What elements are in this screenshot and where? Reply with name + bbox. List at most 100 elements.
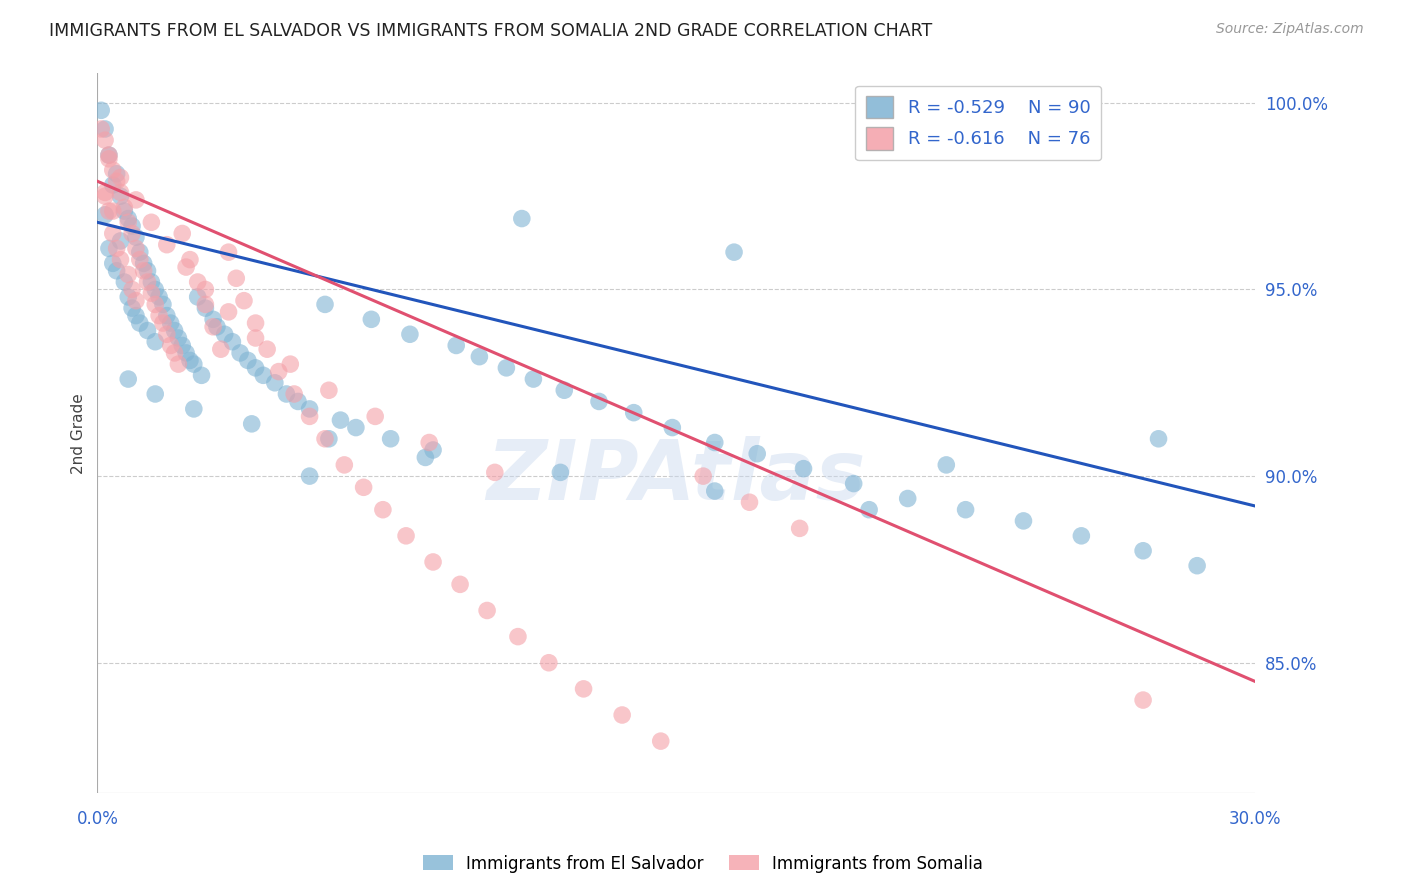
Point [278, 357, 301, 371]
Point [97, 148, 120, 162]
Point [553, 384, 575, 398]
Point [380, 432, 402, 446]
Point [935, 458, 957, 472]
Point [101, 163, 124, 178]
Point [105, 264, 128, 278]
Point [360, 312, 382, 326]
Point [1132, 543, 1154, 558]
Point [156, 327, 179, 342]
Point [143, 283, 166, 297]
Point [101, 256, 124, 270]
Point [256, 342, 278, 356]
Point [97, 241, 120, 255]
Point [112, 200, 135, 214]
Point [214, 327, 236, 342]
Point [97, 152, 120, 166]
Point [174, 260, 197, 274]
Point [233, 293, 256, 308]
Point [650, 734, 672, 748]
Point [110, 189, 132, 203]
Point [183, 401, 205, 416]
Point [298, 469, 321, 483]
Point [415, 450, 437, 465]
Point [371, 502, 394, 516]
Point [105, 241, 128, 255]
Point [194, 297, 217, 311]
Point [858, 502, 880, 516]
Point [156, 309, 179, 323]
Point [333, 458, 356, 472]
Point [484, 466, 506, 480]
Point [329, 413, 352, 427]
Point [245, 316, 267, 330]
Point [418, 435, 440, 450]
Point [163, 324, 186, 338]
Point [314, 432, 336, 446]
Point [245, 360, 267, 375]
Point [172, 338, 194, 352]
Point [1070, 529, 1092, 543]
Point [475, 603, 498, 617]
Point [105, 174, 128, 188]
Point [190, 368, 212, 383]
Point [179, 353, 201, 368]
Point [209, 342, 232, 356]
Point [703, 435, 725, 450]
Point [550, 466, 572, 480]
Point [125, 309, 148, 323]
Point [112, 275, 135, 289]
Point [94, 122, 117, 136]
Point [1185, 558, 1208, 573]
Point [287, 394, 309, 409]
Point [117, 268, 139, 282]
Point [202, 319, 225, 334]
Point [897, 491, 920, 506]
Point [101, 204, 124, 219]
Point [221, 334, 243, 349]
Point [842, 476, 865, 491]
Point [117, 290, 139, 304]
Point [121, 227, 143, 241]
Point [132, 256, 155, 270]
Text: 0.0%: 0.0% [76, 810, 118, 828]
Point [143, 334, 166, 349]
Point [117, 215, 139, 229]
Point [218, 245, 240, 260]
Point [143, 297, 166, 311]
Text: IMMIGRANTS FROM EL SALVADOR VS IMMIGRANTS FROM SOMALIA 2ND GRADE CORRELATION CHA: IMMIGRANTS FROM EL SALVADOR VS IMMIGRANT… [49, 22, 932, 40]
Point [738, 495, 761, 509]
Point [179, 252, 201, 267]
Point [510, 211, 533, 226]
Point [148, 309, 170, 323]
Text: 30.0%: 30.0% [1229, 810, 1281, 828]
Point [159, 338, 181, 352]
Point [128, 245, 150, 260]
Point [572, 681, 595, 696]
Point [110, 234, 132, 248]
Point [623, 406, 645, 420]
Point [141, 215, 163, 229]
Point [267, 365, 290, 379]
Point [298, 401, 321, 416]
Point [789, 521, 811, 535]
Point [174, 346, 197, 360]
Point [94, 186, 117, 200]
Point [117, 211, 139, 226]
Y-axis label: 2nd Grade: 2nd Grade [72, 392, 86, 474]
Point [94, 208, 117, 222]
Point [97, 204, 120, 219]
Point [110, 186, 132, 200]
Point [94, 189, 117, 203]
Point [97, 148, 120, 162]
Point [283, 387, 305, 401]
Point [506, 630, 529, 644]
Point [194, 283, 217, 297]
Point [183, 357, 205, 371]
Point [167, 357, 190, 371]
Point [263, 376, 285, 390]
Point [141, 286, 163, 301]
Point [218, 305, 240, 319]
Point [101, 227, 124, 241]
Point [187, 275, 209, 289]
Point [318, 432, 340, 446]
